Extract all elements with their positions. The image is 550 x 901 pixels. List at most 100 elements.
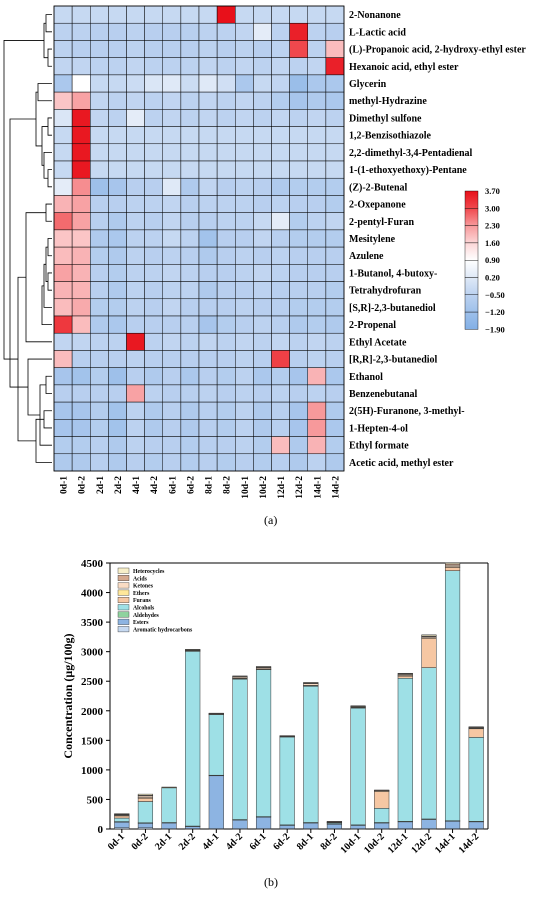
heatmap-cell (108, 350, 127, 368)
row-label: 2-Oxepanone (349, 200, 406, 211)
bar-segment (161, 787, 177, 823)
heatmap-cell (235, 40, 254, 58)
bar-segment (421, 634, 437, 637)
heatmap-cell (253, 177, 272, 196)
heatmap-cell (126, 401, 145, 420)
heatmap-cell (235, 453, 254, 472)
heatmap-cell (144, 91, 163, 110)
row-label: Ethyl Acetate (349, 337, 407, 348)
heatmap-cell (162, 453, 182, 472)
heatmap-cell (271, 195, 290, 213)
bar-segment (114, 821, 130, 829)
heatmap-cell (271, 281, 290, 300)
heatmap-cell (325, 453, 345, 472)
heatmap-cell (289, 177, 308, 196)
column-label: 14d-2 (331, 476, 341, 499)
heatmap-cell (162, 57, 182, 76)
x-tick-label: 10d-1 (339, 831, 364, 856)
legend-label: Heterocycles (133, 569, 165, 575)
heatmap-cell (144, 22, 163, 41)
heatmap-cell (235, 126, 254, 145)
heatmap-cell (108, 22, 127, 41)
heatmap-cell (90, 367, 109, 386)
heatmap-cell (253, 315, 272, 334)
bar-segment (303, 822, 319, 829)
heatmap-cell (271, 315, 290, 334)
heatmap-cell (90, 229, 109, 248)
heatmap-cell (126, 436, 145, 455)
heatmap-cell (325, 436, 345, 455)
heatmap-cell (271, 401, 290, 420)
legend-label: Acids (133, 576, 148, 582)
heatmap-cell (216, 212, 236, 231)
heatmap-cell (71, 126, 91, 145)
heatmap-cell (162, 332, 182, 351)
heatmap-cell (71, 91, 91, 110)
heatmap-cell (126, 246, 145, 265)
row-label: Glycerin (349, 79, 387, 90)
heatmap-cell (180, 177, 200, 196)
stacked-bar-chart: 0 500 1000 1500 2000 2500 3000 3500 4000 4500 Conc… (61, 558, 489, 856)
bar-segment (468, 737, 484, 822)
heatmap-cell (307, 177, 327, 196)
x-tick-label: 14d-1 (433, 831, 458, 856)
heatmap-cell (126, 195, 145, 213)
heatmap-cell (289, 143, 308, 162)
heatmap-cell (180, 315, 200, 334)
heatmap-cell (180, 436, 200, 455)
heatmap-cell (162, 212, 182, 231)
dendrogram-branch (39, 384, 52, 446)
heatmap-cell (126, 229, 145, 248)
row-label: Azulene (349, 251, 384, 262)
heatmap-cell (307, 419, 327, 437)
heatmap-cell (90, 126, 109, 145)
heatmap-cell (90, 384, 109, 403)
heatmap-cell (180, 22, 200, 41)
heatmap-cell (90, 453, 109, 472)
bar-segment (255, 816, 272, 829)
heatmap-cell (198, 332, 218, 351)
heatmap-cell (289, 315, 308, 334)
legend-label: Aromatic hydrocarbons (133, 627, 193, 633)
y-tick-label: 2500 (81, 676, 104, 688)
heatmap-cell (162, 246, 182, 265)
row-label: (L)-Propanoic acid, 2-hydroxy-ethyl este… (349, 45, 526, 56)
heatmap-cell (253, 126, 272, 145)
heatmap-cell (71, 143, 91, 162)
heatmap-cell (289, 109, 308, 127)
heatmap-cell (307, 298, 327, 317)
heatmap-cell (162, 91, 182, 110)
heatmap-cell (180, 109, 200, 127)
heatmap-cell (271, 74, 290, 93)
heatmap-cell (90, 332, 109, 351)
bar-segment (114, 813, 130, 815)
heatmap-cell (325, 177, 345, 196)
row-label: Ethyl formate (349, 441, 409, 452)
heatmap-cell (144, 367, 163, 386)
heatmap-cell (325, 332, 345, 351)
heatmap-cell (289, 22, 308, 41)
heatmap-cell (253, 143, 272, 162)
bar-segment (232, 675, 248, 677)
heatmap-cell (325, 384, 345, 403)
heatmap-cell (307, 332, 327, 351)
heatmap-cell (53, 40, 73, 58)
heatmap-cell (126, 22, 145, 41)
y-tick-label: 3500 (81, 617, 104, 629)
heatmap-cell (271, 264, 290, 282)
bar-segment (137, 822, 154, 829)
heatmap-cell (180, 264, 200, 282)
column-label: 10d-1 (241, 476, 251, 499)
bar-segment (374, 808, 390, 823)
heatmap-cell (90, 40, 109, 58)
heatmap-cell (235, 160, 254, 179)
heatmap-cell (271, 350, 290, 368)
heatmap-cell (90, 264, 109, 282)
heatmap-cell (198, 264, 218, 282)
heatmap-cell (198, 126, 218, 145)
column-label: 0d-1 (60, 476, 70, 494)
x-tick-label: 6d-2 (271, 831, 292, 852)
heatmap-cell (144, 229, 163, 248)
heatmap-cell (235, 22, 254, 41)
